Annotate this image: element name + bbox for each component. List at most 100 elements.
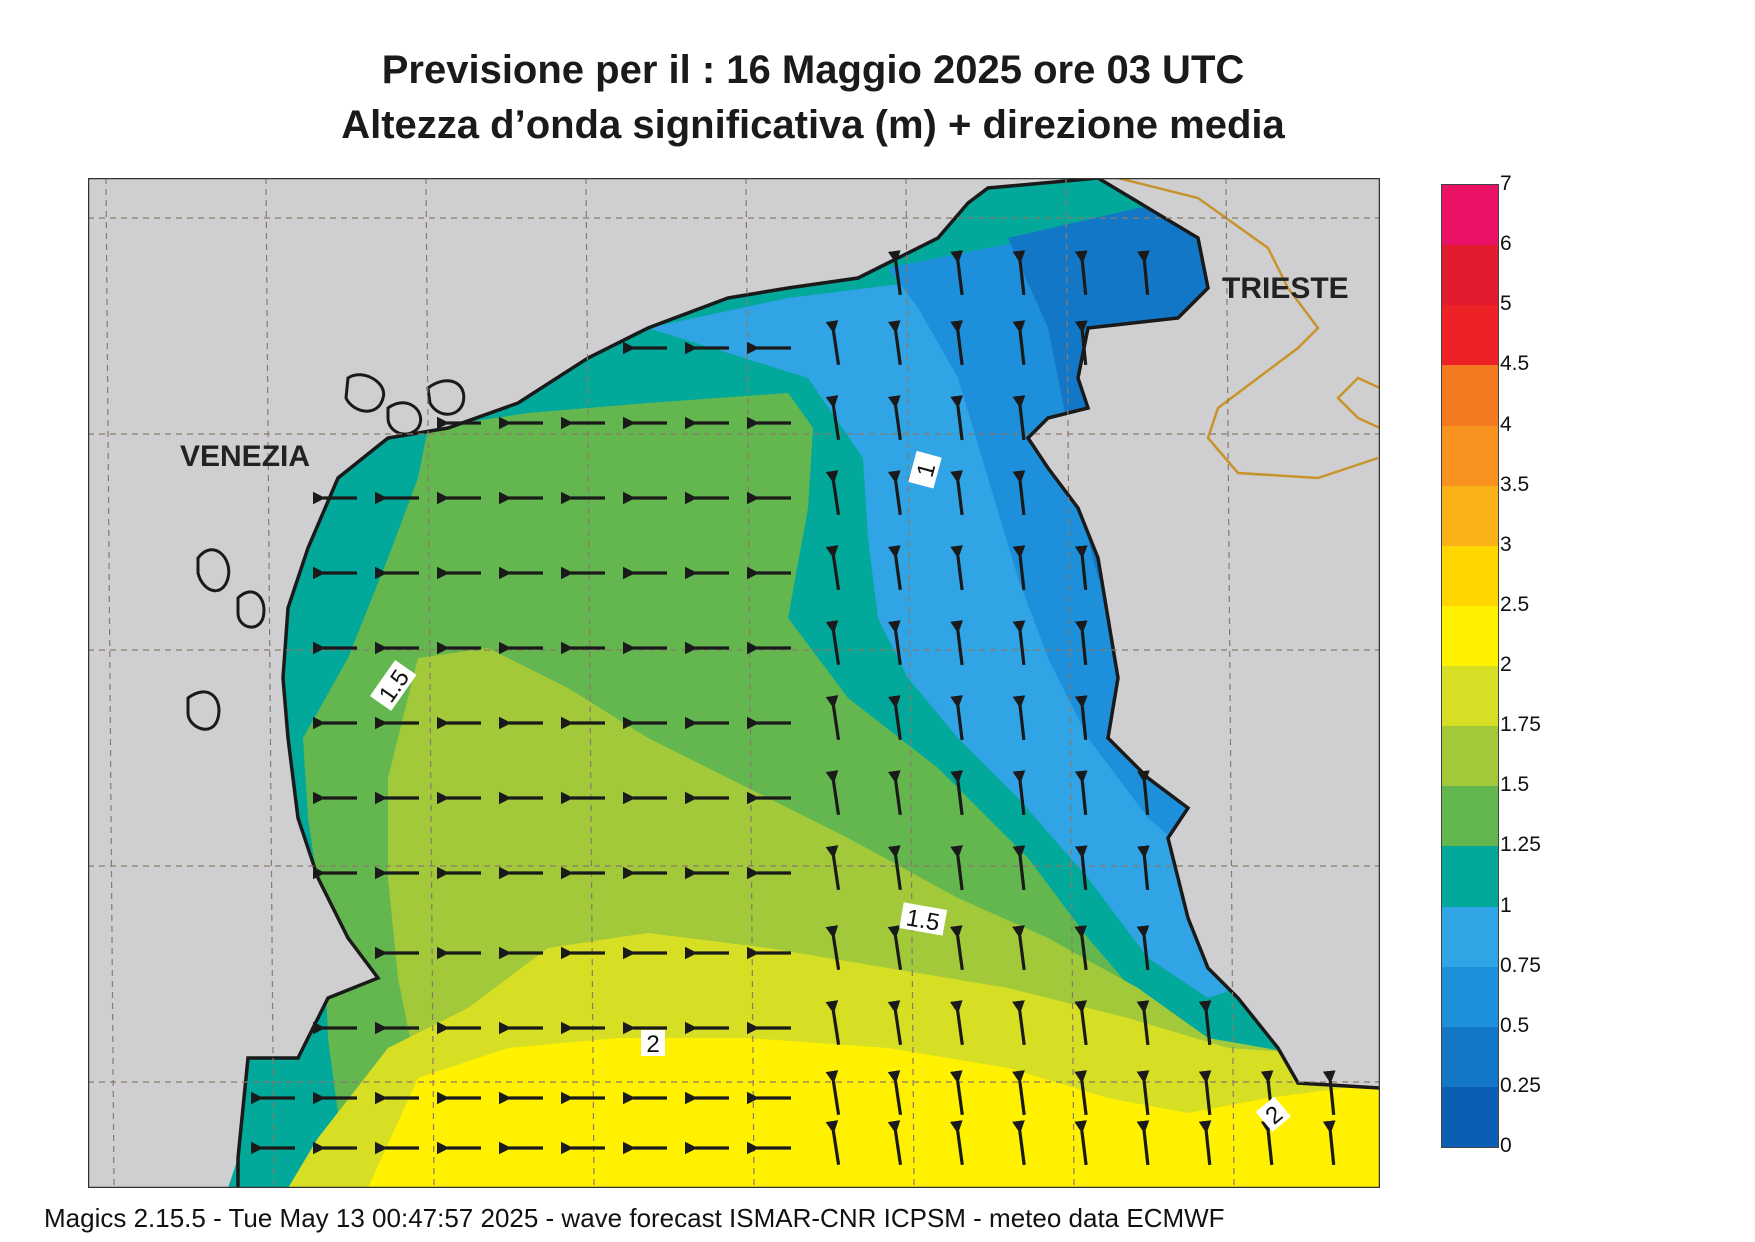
wave-direction-arrow xyxy=(950,620,964,666)
wave-direction-arrow xyxy=(1074,925,1088,971)
wave-direction-arrow xyxy=(887,845,902,891)
wave-direction-arrow xyxy=(1012,395,1026,441)
band-2-2.5 xyxy=(368,1038,1380,1188)
wave-direction-arrow xyxy=(950,545,964,591)
wave-direction-arrow xyxy=(1012,470,1026,516)
wave-direction-arrow xyxy=(825,320,841,366)
title-line-2: Altezza d’onda significativa (m) + direz… xyxy=(341,103,1285,147)
wave-direction-arrow xyxy=(1012,545,1026,591)
wave-direction-arrow xyxy=(1136,1000,1150,1046)
wave-direction-arrow xyxy=(1074,250,1088,296)
wave-direction-arrow xyxy=(825,845,841,891)
legend-tick-label: 0 xyxy=(1500,1134,1512,1157)
wave-direction-arrow xyxy=(1198,1120,1212,1166)
wave-direction-arrow xyxy=(1012,1070,1026,1116)
map-frame xyxy=(87,177,1381,1189)
wave-direction-arrow xyxy=(949,1070,964,1116)
legend-band xyxy=(1442,365,1498,426)
wave-direction-arrow xyxy=(1012,320,1026,366)
wave-direction-arrow xyxy=(887,925,903,971)
wave-direction-arrow xyxy=(825,395,841,441)
legend-band xyxy=(1442,726,1498,787)
legend-tick-label: 1.25 xyxy=(1500,833,1541,857)
legend-tick-label: 0.75 xyxy=(1500,953,1541,977)
wave-direction-arrow xyxy=(887,1120,903,1166)
grid-line-longitude xyxy=(425,177,435,1189)
wave-direction-arrow xyxy=(1074,770,1088,816)
legend-band xyxy=(1442,185,1498,246)
wave-direction-arrow xyxy=(1137,250,1150,296)
wave-direction-arrow xyxy=(1136,1070,1150,1116)
legend-tick-label: 1 xyxy=(1500,893,1512,917)
color-legend xyxy=(1441,184,1499,1148)
contour-label-2-south: 2 xyxy=(646,1031,659,1058)
legend-tick-label: 2 xyxy=(1500,653,1512,676)
wave-direction-arrow xyxy=(887,320,902,366)
wave-direction-arrow xyxy=(825,1000,841,1046)
wave-direction-arrow xyxy=(887,250,902,296)
wave-direction-arrow xyxy=(1137,845,1150,891)
wave-direction-arrow xyxy=(1074,1000,1088,1046)
wave-direction-arrow xyxy=(950,470,964,516)
legend-band xyxy=(1442,1026,1498,1087)
coastline xyxy=(236,176,1381,1188)
legend-tick-label: 3.5 xyxy=(1500,472,1530,496)
wave-direction-arrow xyxy=(887,620,902,666)
legend-band xyxy=(1442,846,1498,907)
wave-direction-arrow xyxy=(1322,1070,1336,1116)
wave-direction-arrow xyxy=(1012,1000,1026,1046)
wave-direction-arrow xyxy=(825,925,841,971)
legend-tick-label: 4 xyxy=(1500,412,1512,436)
wave-direction-arrow xyxy=(825,1070,841,1116)
wave-direction-arrow xyxy=(1074,1070,1088,1116)
grid-line-longitude xyxy=(1225,177,1235,1189)
wave-map: 1 1.5 1.5 2 2 xyxy=(87,176,1381,1189)
wave-direction-arrow xyxy=(1074,1120,1088,1166)
legend-band xyxy=(1442,425,1498,486)
wave-direction-arrow xyxy=(950,320,964,366)
wave-direction-arrow xyxy=(950,770,964,816)
wave-direction-arrow xyxy=(1012,1120,1026,1166)
legend-tick-label: 3 xyxy=(1500,532,1512,556)
wave-direction-arrow xyxy=(1012,620,1026,666)
wave-direction-arrow xyxy=(887,1000,903,1046)
legend-tick-label: 7 xyxy=(1500,172,1512,195)
legend-tick-label: 5 xyxy=(1500,292,1512,316)
wave-direction-arrow xyxy=(1198,1070,1212,1116)
wave-direction-arrow xyxy=(949,1000,964,1046)
legend-band xyxy=(1442,545,1498,606)
footer-credits: Magics 2.15.5 - Tue May 13 00:47:57 2025… xyxy=(44,1203,1225,1233)
wave-direction-arrow xyxy=(825,545,841,591)
wave-direction-arrow xyxy=(1012,770,1026,816)
wave-direction-arrow xyxy=(825,620,841,666)
venice-lagoon-islands xyxy=(186,373,466,731)
legend-tick-label: 0.5 xyxy=(1500,1013,1530,1037)
map-canvas: 1 1.5 1.5 2 2 xyxy=(87,176,1381,1189)
legend-tick-label: 1.75 xyxy=(1500,713,1541,737)
legend-tick-label: 1.5 xyxy=(1500,773,1530,797)
wave-direction-arrow xyxy=(1012,925,1026,971)
legend-band xyxy=(1442,906,1498,967)
legend-tick-label: 2.5 xyxy=(1500,592,1530,616)
legend-band xyxy=(1442,666,1498,727)
city-label-trieste: TRIESTE xyxy=(1222,272,1349,305)
mean-wave-direction-arrows xyxy=(250,250,1336,1166)
wave-direction-arrow xyxy=(887,770,902,816)
wave-direction-arrow xyxy=(1074,845,1088,891)
wave-direction-arrow xyxy=(1012,845,1026,891)
legend-tick-label: 4.5 xyxy=(1500,352,1530,376)
wave-direction-arrow xyxy=(1012,250,1026,296)
legend-band xyxy=(1442,245,1498,306)
wave-direction-arrow xyxy=(887,695,902,741)
legend-band xyxy=(1442,605,1498,666)
country-border xyxy=(1117,176,1381,480)
grid-line-longitude xyxy=(585,177,595,1189)
legend-band xyxy=(1442,966,1498,1027)
wave-direction-arrow xyxy=(949,1120,964,1166)
wave-direction-arrow xyxy=(825,770,841,816)
wave-direction-arrow xyxy=(1074,320,1088,366)
city-label-venezia: VENEZIA xyxy=(180,440,311,473)
legend-tick-label: 6 xyxy=(1500,232,1512,256)
legend-band xyxy=(1442,305,1498,366)
wave-direction-arrow xyxy=(825,695,841,741)
